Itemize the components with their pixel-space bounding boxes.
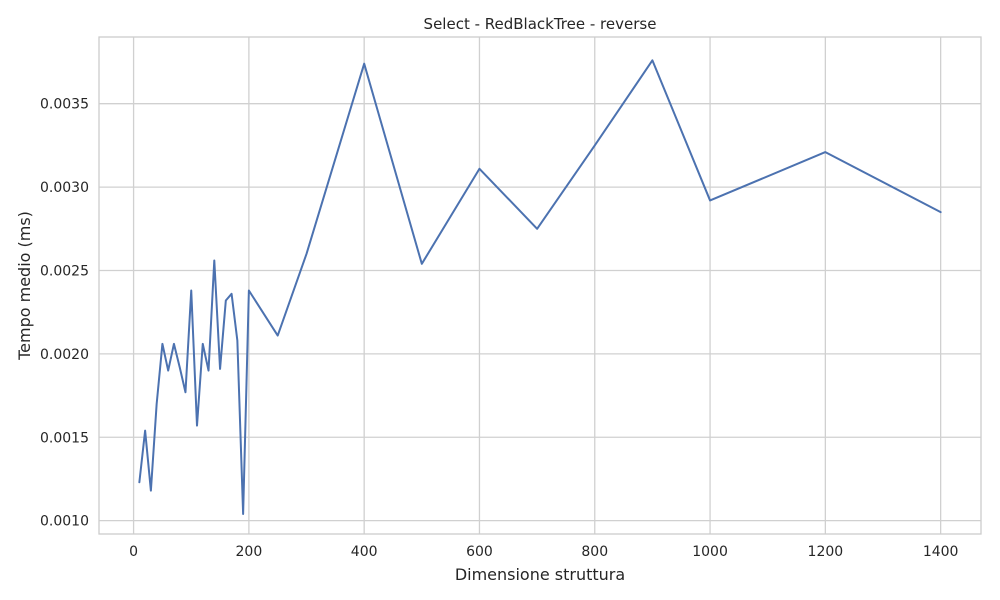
x-tick-label: 200 — [236, 544, 263, 560]
y-tick-label: 0.0020 — [40, 347, 89, 363]
y-tick-label: 0.0015 — [40, 430, 89, 446]
series-group — [138, 59, 942, 515]
grid — [99, 37, 981, 534]
y-tick-label: 0.0025 — [40, 263, 89, 279]
y-tick-label: 0.0035 — [40, 97, 89, 113]
axis-ticks: 0 200 400 600 800 1000 1200 1400 0.0010 0.0015 0.0… — [40, 97, 958, 560]
x-tick-label: 1200 — [808, 544, 844, 560]
series-line — [138, 59, 942, 515]
plot-area-frame — [98, 36, 982, 535]
x-tick-label: 1000 — [692, 544, 728, 560]
chart-title: Select - RedBlackTree - reverse — [424, 15, 657, 33]
x-tick-label: 1400 — [923, 544, 959, 560]
y-tick-label: 0.0030 — [40, 180, 89, 196]
x-tick-label: 600 — [466, 544, 493, 560]
x-tick-label: 400 — [351, 544, 378, 560]
x-tick-label: 0 — [129, 544, 138, 560]
y-tick-label: 0.0010 — [40, 514, 89, 530]
y-axis-title: Tempo medio (ms) — [15, 211, 34, 361]
x-tick-label: 800 — [581, 544, 608, 560]
x-axis-title: Dimensione struttura — [455, 565, 625, 584]
